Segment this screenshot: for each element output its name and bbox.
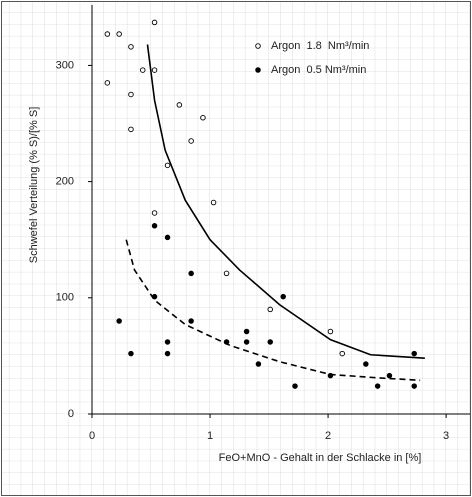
- legend-label: Argon 1.8 Nm³/min: [271, 40, 369, 52]
- y-tick-label: 200: [56, 176, 74, 188]
- legend-marker: [255, 43, 261, 49]
- data-point: [164, 339, 171, 345]
- data-point: [140, 67, 146, 73]
- data-point: [223, 339, 230, 345]
- data-point: [188, 138, 194, 144]
- legend-marker: [255, 67, 261, 73]
- data-point: [374, 383, 381, 389]
- data-point: [327, 328, 334, 335]
- data-point: [188, 270, 194, 277]
- data-point: [116, 31, 122, 37]
- y-tick-label: 0: [68, 408, 74, 420]
- data-point: [116, 318, 122, 324]
- data-point: [411, 383, 417, 389]
- data-point: [327, 372, 334, 379]
- data-point: [243, 339, 250, 345]
- y-tick-label: 100: [56, 292, 74, 304]
- data-point: [164, 234, 171, 241]
- data-point: [151, 210, 158, 216]
- data-point: [200, 114, 206, 121]
- data-point: [292, 383, 298, 389]
- x-tick-label: 1: [207, 430, 213, 442]
- data-point: [255, 361, 262, 367]
- data-point: [151, 293, 158, 300]
- y-tick-label: 300: [56, 59, 74, 71]
- data-point: [128, 91, 134, 98]
- x-tick-label: 0: [89, 430, 95, 442]
- fit-curve: [125, 239, 421, 382]
- data-point: [164, 350, 171, 357]
- data-point: [151, 223, 158, 229]
- data-point: [104, 31, 111, 37]
- data-point: [128, 350, 134, 357]
- data-point: [223, 270, 230, 277]
- data-point: [243, 328, 250, 335]
- data-point: [280, 293, 286, 300]
- data-point: [267, 306, 273, 313]
- data-point: [411, 350, 417, 357]
- x-tick-label: 2: [325, 430, 331, 442]
- fit-curve: [146, 44, 425, 360]
- data-point: [267, 339, 273, 345]
- data-point: [128, 126, 134, 133]
- data-point: [210, 199, 217, 206]
- data-point: [151, 19, 158, 26]
- data-point: [363, 361, 369, 367]
- data-point: [176, 102, 183, 108]
- x-tick-label: 3: [443, 430, 449, 442]
- data-point: [104, 80, 111, 86]
- legend-label: Argon 0.5 Nm³/min: [271, 64, 366, 76]
- data-point: [339, 350, 345, 357]
- x-axis-label: FeO+MnO - Gehalt in der Schlacke in [%]: [219, 452, 422, 464]
- data-point: [164, 162, 171, 169]
- y-axis-label: Schwefel Verteilung (% S)/[% S]: [28, 107, 40, 264]
- data-point: [188, 318, 194, 324]
- data-point: [151, 67, 158, 73]
- data-point: [386, 372, 393, 379]
- data-point: [128, 44, 134, 50]
